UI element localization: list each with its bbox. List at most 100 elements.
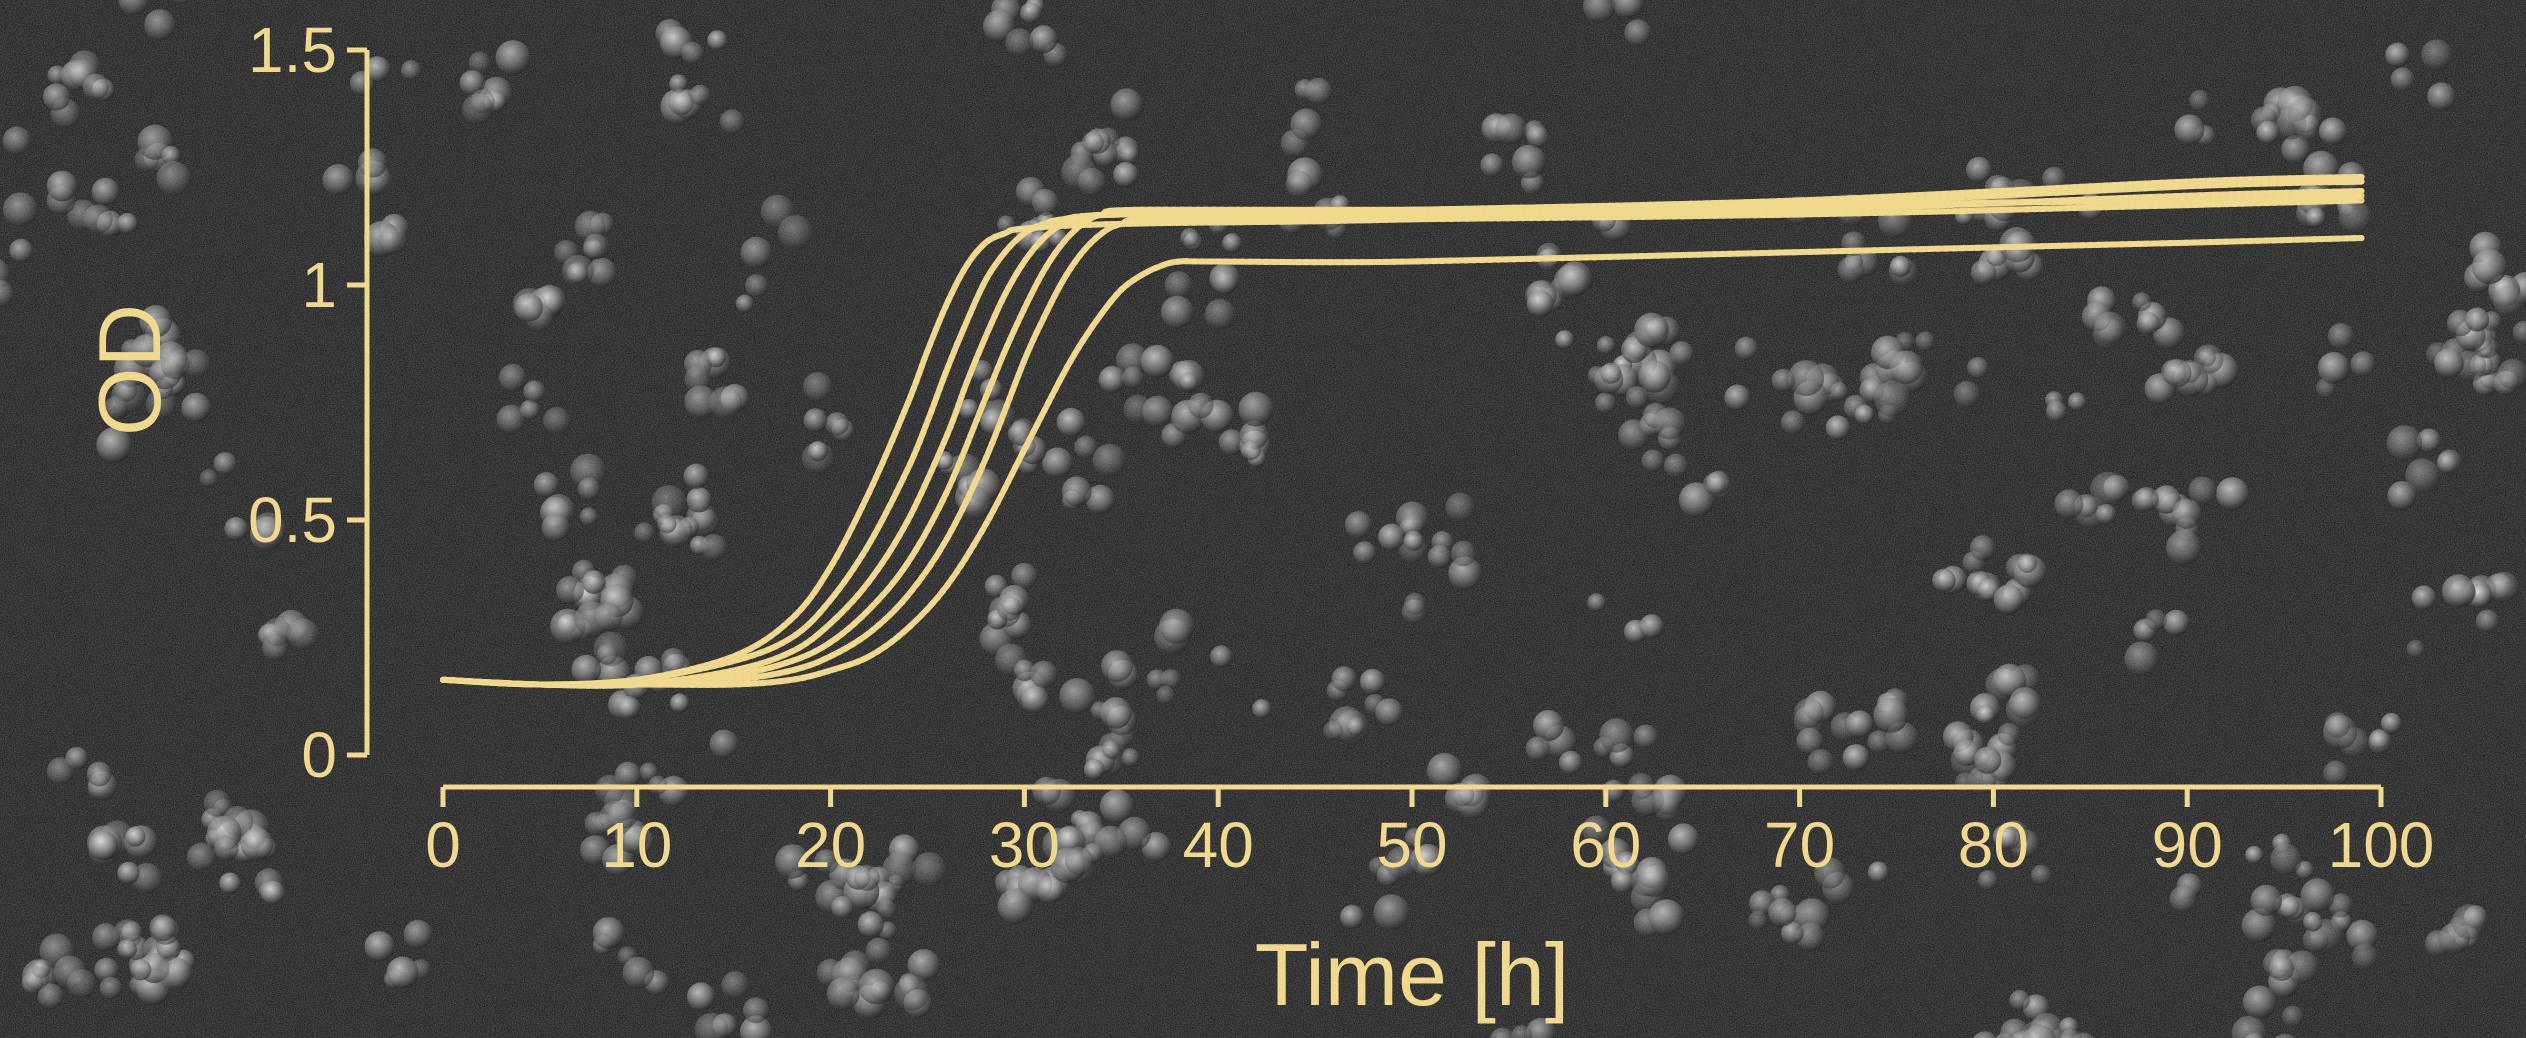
bacterial-cell <box>240 827 274 861</box>
bacterial-cell <box>657 514 677 534</box>
bacterial-cell <box>1116 343 1149 376</box>
x-axis-title: Time [h] <box>1255 925 1570 1024</box>
bacterial-cell <box>1532 710 1564 741</box>
bacterial-cell <box>495 40 531 75</box>
bacterial-cell <box>1966 156 1992 183</box>
bacterial-cell <box>1061 476 1092 507</box>
bacterial-cell <box>82 73 110 100</box>
bacterial-cell <box>2405 458 2441 494</box>
bacterial-cell <box>91 177 120 206</box>
bacterial-cell <box>1346 717 1366 736</box>
bacterial-cell <box>113 919 143 949</box>
bacterial-cell <box>2351 943 2379 970</box>
bacterial-cell <box>566 262 589 284</box>
bacterial-cell <box>1788 360 1825 396</box>
bacterial-cell <box>104 396 128 420</box>
bacterial-cell <box>86 761 112 787</box>
bacterial-cell <box>96 427 132 463</box>
bacterial-cell <box>1085 484 1116 515</box>
bacterial-cell <box>1641 449 1665 473</box>
bacterial-cell <box>2338 200 2372 234</box>
bacterial-cell <box>2303 912 2323 932</box>
bacterial-cell <box>1480 153 1504 177</box>
bacterial-cell <box>172 0 191 4</box>
bacterial-cell <box>814 849 839 874</box>
bacterial-cell <box>997 888 1033 924</box>
bacterial-cell <box>2090 471 2126 508</box>
bacterial-cell <box>1768 898 1797 927</box>
bacterial-cell <box>983 9 1016 42</box>
bacterial-cell <box>42 83 71 111</box>
x-tick-label: 20 <box>795 809 866 881</box>
bacterial-cell <box>661 647 686 673</box>
bacterial-cell <box>2245 845 2264 865</box>
bacterial-cell <box>622 956 655 989</box>
bacterial-cell <box>125 826 146 847</box>
bacterial-cell <box>1204 298 1236 330</box>
bacterial-cell <box>907 949 940 982</box>
bacterial-cell <box>1110 88 1143 121</box>
x-tick-label: 0 <box>425 809 461 881</box>
bacterial-cell <box>2417 428 2441 453</box>
bacterial-cell <box>322 164 354 196</box>
bacterial-cell <box>2145 609 2167 631</box>
bacterial-cell <box>858 968 895 1005</box>
bacterial-cell <box>1653 407 1686 440</box>
bacterial-cell <box>2285 950 2319 984</box>
bacterial-cell <box>2163 359 2192 388</box>
bacterial-cell <box>1218 429 1245 456</box>
bacterial-cell <box>1610 869 1635 894</box>
bacterial-cell <box>287 618 320 651</box>
bacterial-cell <box>721 971 749 999</box>
bacterial-cell <box>1837 256 1865 284</box>
bacterial-cell <box>1385 846 1419 880</box>
bacterial-cell <box>2465 307 2490 332</box>
bacterial-cell <box>684 365 711 393</box>
bacterial-cell <box>1427 752 1462 788</box>
bacterial-cell <box>634 522 655 543</box>
bacterial-cell <box>639 762 658 781</box>
bacterial-cell <box>1581 815 1611 845</box>
bacterial-cell <box>182 349 211 378</box>
bacterial-cell <box>1064 846 1094 876</box>
bacterial-cell <box>1098 366 1126 393</box>
bacterial-cell <box>1557 261 1593 297</box>
bacterial-cell <box>2434 348 2464 378</box>
bacterial-cell <box>1035 875 1065 904</box>
bacterial-cell <box>0 280 14 308</box>
bacterial-cell <box>582 570 606 594</box>
bacterial-cell <box>139 305 172 338</box>
bacterial-cell <box>1512 144 1546 179</box>
plot-area: 0 0.5 1 1.5 0 10 20 30 40 50 60 70 80 90 100 OD Time … <box>80 14 2434 1024</box>
bacterial-cell <box>1678 482 1715 518</box>
bacterial-cell <box>2166 530 2202 566</box>
bacterial-cell <box>1082 131 1104 154</box>
bacterial-cell <box>686 982 716 1011</box>
bacterial-cell <box>670 693 690 713</box>
bacterial-cell <box>1378 523 1405 551</box>
bacterial-cell <box>541 513 570 542</box>
bacterial-cell <box>1252 699 1272 719</box>
bacterial-cell <box>2054 489 2084 519</box>
bacterial-cell <box>743 997 769 1024</box>
bacterial-cell <box>706 347 726 368</box>
bacterial-cell <box>1056 407 1086 437</box>
bacterial-cell <box>118 0 150 16</box>
bacterial-cell <box>1156 685 1175 705</box>
x-tick-label: 30 <box>989 809 1060 881</box>
bacterial-cell <box>831 896 854 919</box>
bacterial-cell <box>1285 170 1313 199</box>
bacterial-cell <box>1305 77 1332 105</box>
bacterial-cell <box>2231 1015 2267 1038</box>
bacterial-cell <box>1122 366 1144 389</box>
bacterial-cell <box>496 404 526 434</box>
bacterial-cell <box>1995 824 2021 850</box>
bacterial-cell <box>1825 415 1851 441</box>
bacterial-cell <box>1222 233 1242 253</box>
bacterial-cell <box>1558 750 1583 775</box>
bacterial-cell <box>1932 568 1956 593</box>
bacterial-cell <box>911 852 947 888</box>
bacterial-cell <box>1734 336 1758 360</box>
bacterial-cell <box>1083 759 1105 780</box>
bacterial-cell <box>877 899 897 920</box>
